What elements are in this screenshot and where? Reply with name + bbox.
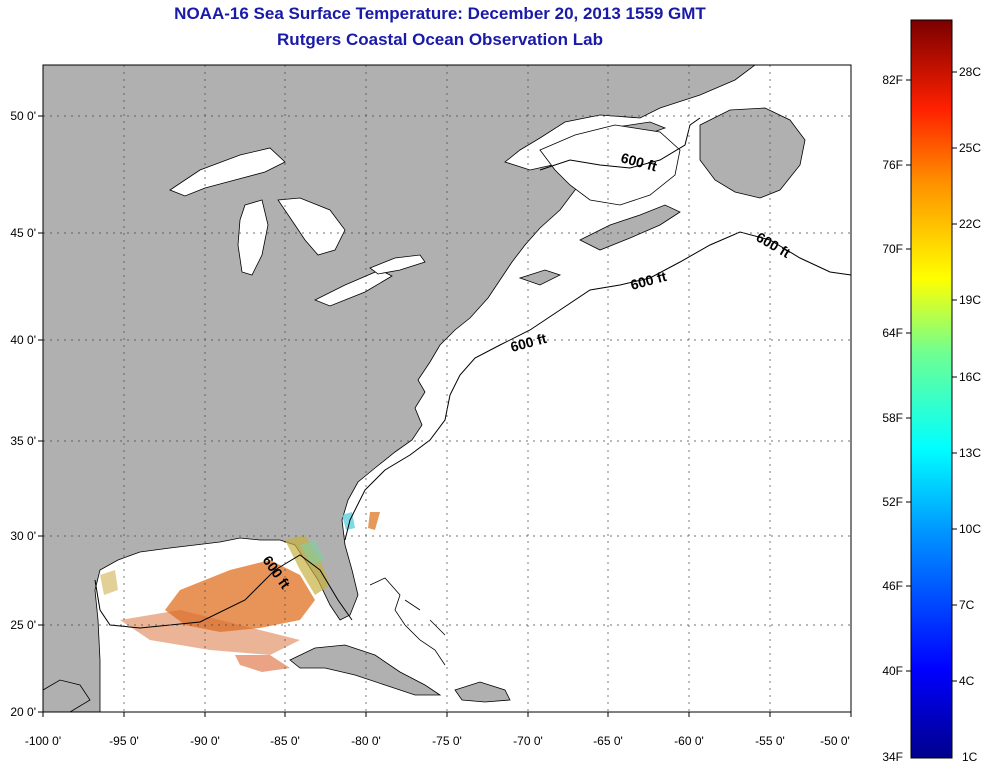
colorbar-c-label: 7C <box>959 598 975 612</box>
x-tick-label: -95 0' <box>109 734 139 748</box>
land-newfoundland <box>699 107 806 199</box>
colorbar-f-label: 58F <box>882 411 903 425</box>
colorbar-f-label: 34F <box>882 750 903 764</box>
gulf-st-lawrence <box>539 124 681 206</box>
x-tick-label: -65 0' <box>593 734 623 748</box>
colorbar-f-label: 70F <box>882 242 903 256</box>
colorbar-c-label: 4C <box>959 674 975 688</box>
x-axis <box>42 712 852 717</box>
y-tick-label: 35 0' <box>10 434 36 448</box>
y-tick-label: 20 0' <box>10 705 36 719</box>
x-tick-label: -60 0' <box>674 734 704 748</box>
land-north-america <box>43 65 756 712</box>
land-bahamas <box>369 577 446 666</box>
map-subtitle: Rutgers Coastal Ocean Observation Lab <box>277 30 603 49</box>
colorbar-f-label: 40F <box>882 664 903 678</box>
y-tick-label: 30 0' <box>10 529 36 543</box>
y-tick-label: 25 0' <box>10 618 36 632</box>
land-cape-cod <box>518 269 562 286</box>
x-tick-label: -70 0' <box>513 734 543 748</box>
colorbar <box>910 19 953 759</box>
land-cuba <box>289 644 442 696</box>
colorbar-c-label: 1C <box>962 750 978 764</box>
y-tick-label: 45 0' <box>10 226 36 240</box>
land-nova-scotia <box>579 204 681 251</box>
y-tick-label: 50 0' <box>10 109 36 123</box>
x-tick-label: -85 0' <box>270 734 300 748</box>
lake-superior <box>169 147 286 197</box>
colorbar-c-label: 28C <box>959 65 981 79</box>
colorbar-f-label: 46F <box>882 579 903 593</box>
lake-erie <box>314 269 393 307</box>
y-tick-label: 40 0' <box>10 333 36 347</box>
y-axis <box>38 115 43 713</box>
lake-huron <box>277 197 346 256</box>
x-tick-label: -80 0' <box>351 734 381 748</box>
map-title: NOAA-16 Sea Surface Temperature: Decembe… <box>174 4 706 23</box>
colorbar-ticks <box>906 71 957 682</box>
colorbar-c-label: 16C <box>959 370 981 384</box>
land-yucatan <box>43 679 91 712</box>
colorbar-c-label: 22C <box>959 217 981 231</box>
colorbar-f-label: 82F <box>882 73 903 87</box>
x-tick-label: -100 0' <box>25 734 61 748</box>
colorbar-f-label: 64F <box>882 326 903 340</box>
x-tick-label: -55 0' <box>755 734 785 748</box>
grid <box>43 65 851 712</box>
colorbar-c-label: 13C <box>959 446 981 460</box>
lake-michigan <box>237 199 269 276</box>
land-hispaniola <box>454 681 511 703</box>
colorbar-c-label: 19C <box>959 293 981 307</box>
colorbar-c-label: 10C <box>959 522 981 536</box>
x-tick-label: -90 0' <box>190 734 220 748</box>
colorbar-c-label: 25C <box>959 141 981 155</box>
x-tick-label: -50 0' <box>820 734 850 748</box>
x-tick-label: -75 0' <box>432 734 462 748</box>
colorbar-f-label: 52F <box>882 495 903 509</box>
lake-ontario <box>369 254 426 275</box>
colorbar-f-label: 76F <box>882 158 903 172</box>
